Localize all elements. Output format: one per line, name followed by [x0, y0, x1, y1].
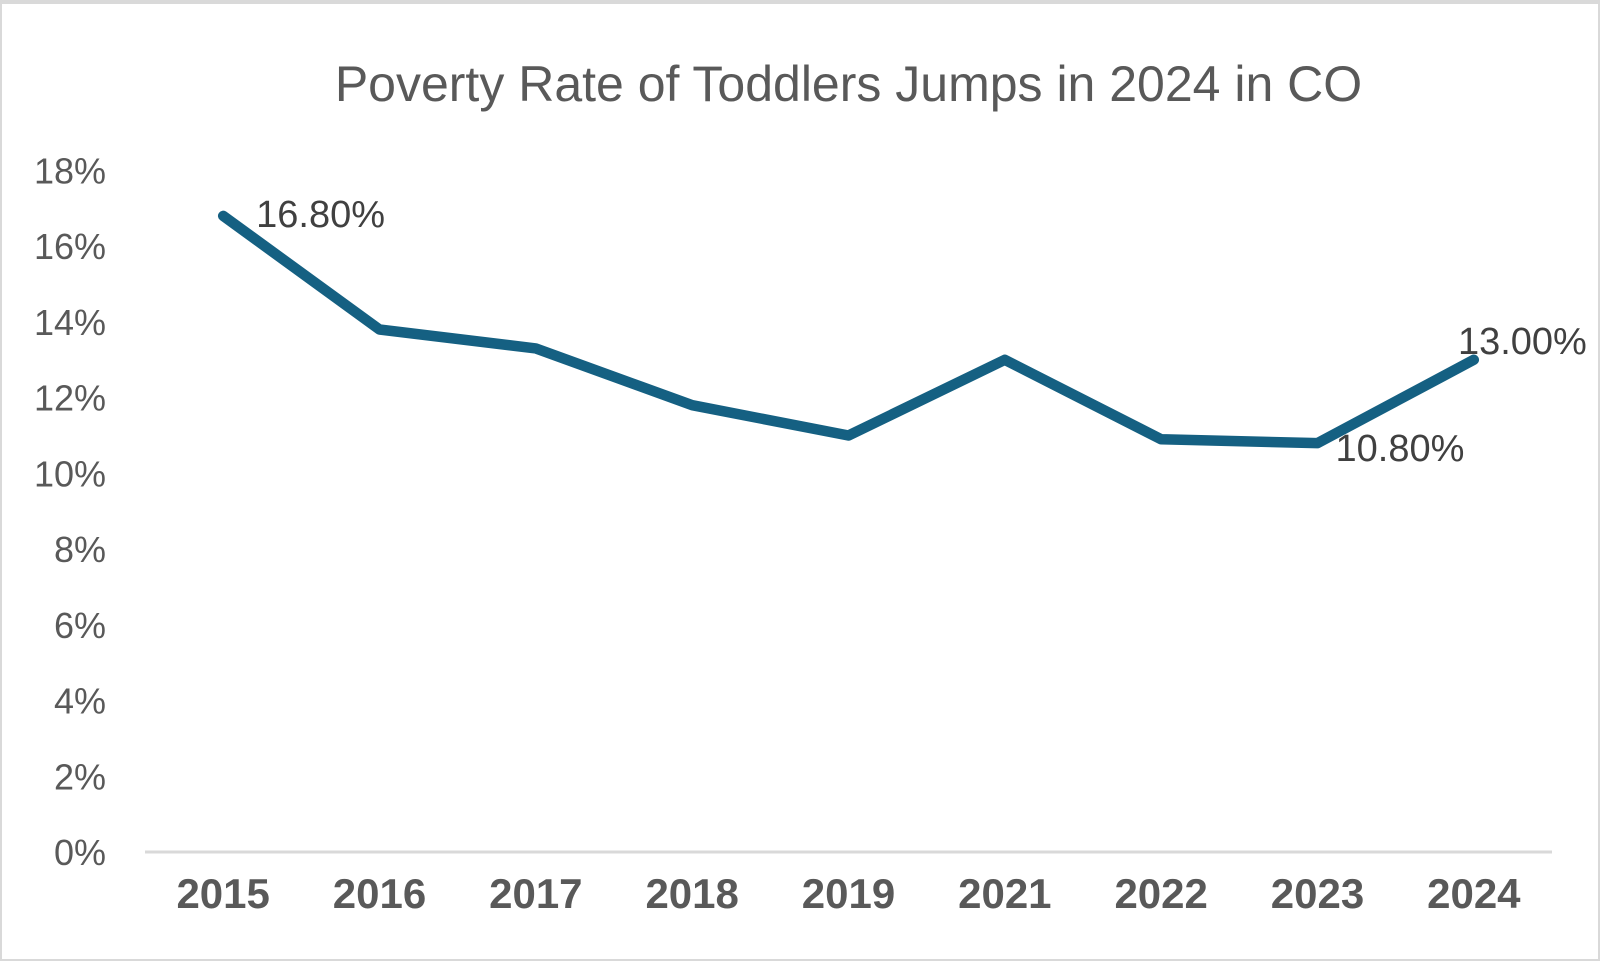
- y-axis-tick-label: 14%: [34, 302, 106, 343]
- chart-title: Poverty Rate of Toddlers Jumps in 2024 i…: [334, 56, 1363, 112]
- y-axis-tick-label: 12%: [34, 378, 106, 419]
- poverty-rate-series-line: [217, 210, 1480, 449]
- x-axis-category-label: 2024: [1427, 870, 1521, 917]
- y-axis-tick-label: 10%: [34, 453, 106, 494]
- data-point-label-2023: 10.80%: [1336, 428, 1465, 470]
- x-axis-category-label: 2022: [1114, 870, 1207, 917]
- y-axis-tick-label: 0%: [54, 832, 106, 873]
- y-axis-tick-label: 18%: [34, 151, 106, 192]
- x-axis-category-label: 2015: [176, 870, 269, 917]
- y-axis-tick-label: 8%: [54, 529, 106, 570]
- x-axis-category-label: 2017: [489, 870, 582, 917]
- x-axis-category-label: 2021: [958, 870, 1051, 917]
- y-axis-tick-label: 4%: [54, 681, 106, 722]
- data-point-label-2024: 13.00%: [1458, 321, 1587, 363]
- line-chart: 18% 16% 14% 12% 10% 8% 6% 4% 2% 0% 2015 2016 2017 201…: [34, 151, 1587, 918]
- y-axis-tick-label: 6%: [54, 605, 106, 646]
- x-axis-category-label: 2016: [333, 870, 426, 917]
- y-axis-tick-label: 16%: [34, 226, 106, 267]
- x-axis-category-label: 2018: [645, 870, 738, 917]
- data-point-label-2015: 16.80%: [256, 194, 385, 236]
- x-axis-category-label: 2019: [802, 870, 895, 917]
- y-axis-tick-label: 2%: [54, 756, 106, 797]
- x-axis-category-label: 2023: [1271, 870, 1364, 917]
